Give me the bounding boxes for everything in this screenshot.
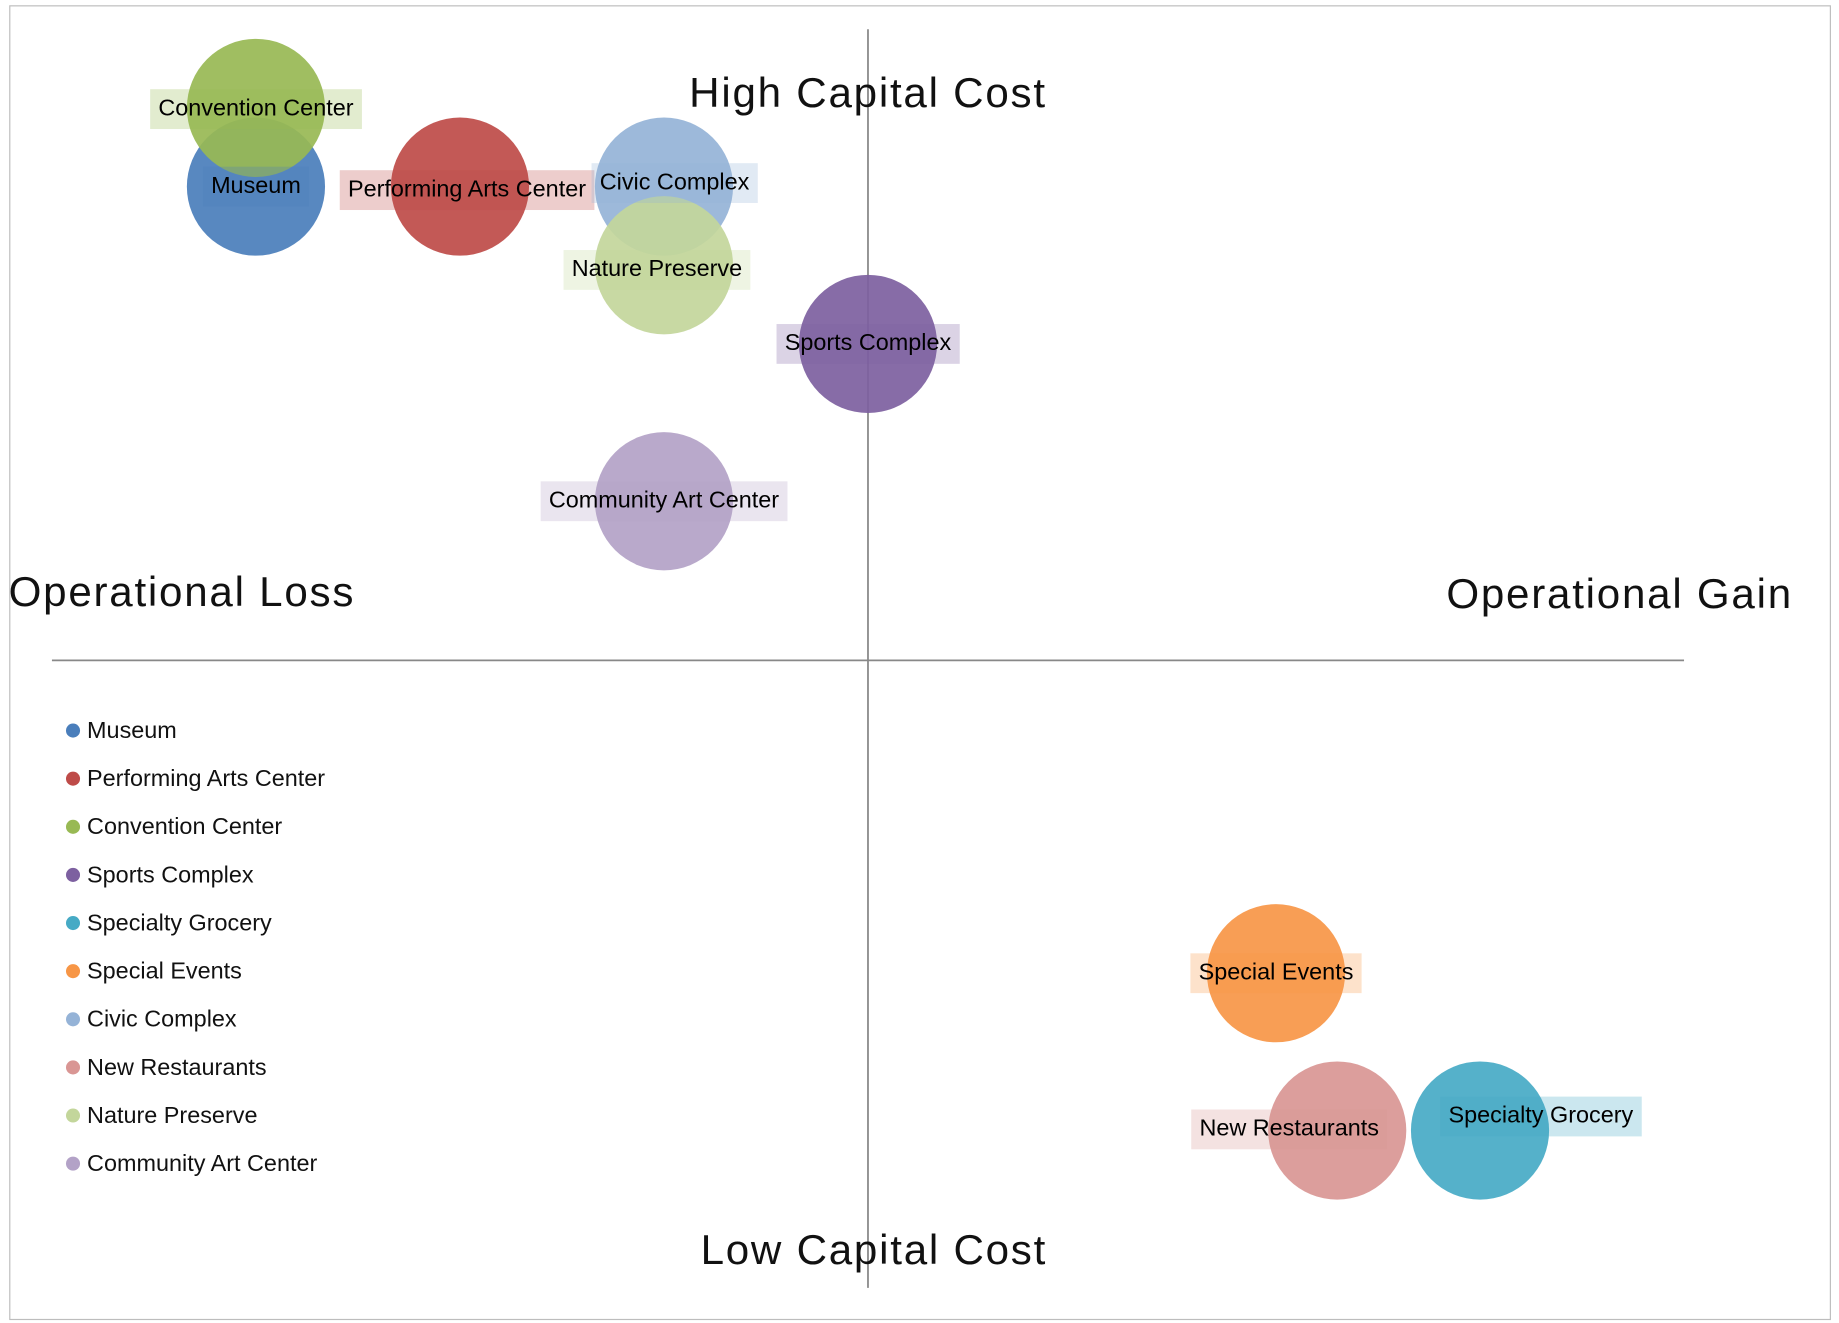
legend-marker <box>65 819 81 834</box>
legend-marker <box>65 1060 81 1075</box>
annotation: Operational Loss <box>9 568 356 615</box>
legend-label: New Restaurants <box>87 1054 267 1080</box>
legend-marker <box>65 964 81 979</box>
data-label-box <box>1190 953 1362 994</box>
legend-label: Sports Complex <box>87 861 254 887</box>
data-label-box <box>1191 1109 1388 1150</box>
data-label: Sports Complex <box>785 329 952 355</box>
legend-marker <box>65 723 81 738</box>
data-label: Community Art Center <box>549 486 779 512</box>
data-label: Nature Preserve <box>572 255 742 281</box>
data-label: Specialty Grocery <box>1449 1102 1634 1128</box>
data-label-box <box>339 170 595 211</box>
legend-marker <box>65 1108 81 1123</box>
bubbles <box>186 38 1550 1200</box>
data-label: Performing Arts Center <box>348 175 586 201</box>
legend-marker <box>65 771 81 786</box>
annotation: Operational Gain <box>1446 570 1793 617</box>
data-label: Museum <box>211 172 301 198</box>
legend-label: Special Events <box>87 958 242 984</box>
bubble <box>1206 904 1346 1043</box>
data-label-box <box>202 166 310 207</box>
legend-marker <box>65 1012 81 1027</box>
annotation: Low Capital Cost <box>701 1226 1048 1273</box>
data-label-box <box>1440 1096 1642 1137</box>
annotation: High Capital Cost <box>689 69 1047 116</box>
data-label-box <box>540 481 788 522</box>
legend-marker <box>65 1156 81 1171</box>
bubble <box>186 38 326 178</box>
legend-label: Performing Arts Center <box>87 765 325 791</box>
bubble <box>594 432 734 571</box>
label-boxes <box>150 89 1642 1150</box>
legend: Museum Performing Arts Center Convention C… <box>65 717 325 1176</box>
legend-label: Civic Complex <box>87 1006 237 1032</box>
legend-label: Museum <box>87 717 177 743</box>
data-label: New Restaurants <box>1199 1115 1379 1141</box>
bubble <box>1410 1061 1550 1200</box>
legend-label: Community Art Center <box>87 1150 317 1176</box>
data-label: Convention Center <box>158 94 353 120</box>
data-labels: Museum Performing Arts Center Convention C… <box>158 94 1633 1140</box>
bubble <box>798 274 938 413</box>
legend-marker <box>65 867 81 882</box>
axes <box>51 29 1685 1288</box>
data-label-box <box>591 163 758 203</box>
bubble <box>1268 1061 1407 1200</box>
data-label-box <box>563 250 751 290</box>
data-label: Civic Complex <box>600 168 750 194</box>
legend-label: Convention Center <box>87 813 282 839</box>
data-label: Special Events <box>1199 958 1354 984</box>
legend-marker <box>65 916 81 931</box>
legend-label: Nature Preserve <box>87 1102 257 1128</box>
data-label-box <box>776 324 960 364</box>
bubble <box>390 117 530 256</box>
data-label-box <box>150 89 362 130</box>
legend-label: Specialty Grocery <box>87 909 272 935</box>
bubble <box>594 196 734 335</box>
